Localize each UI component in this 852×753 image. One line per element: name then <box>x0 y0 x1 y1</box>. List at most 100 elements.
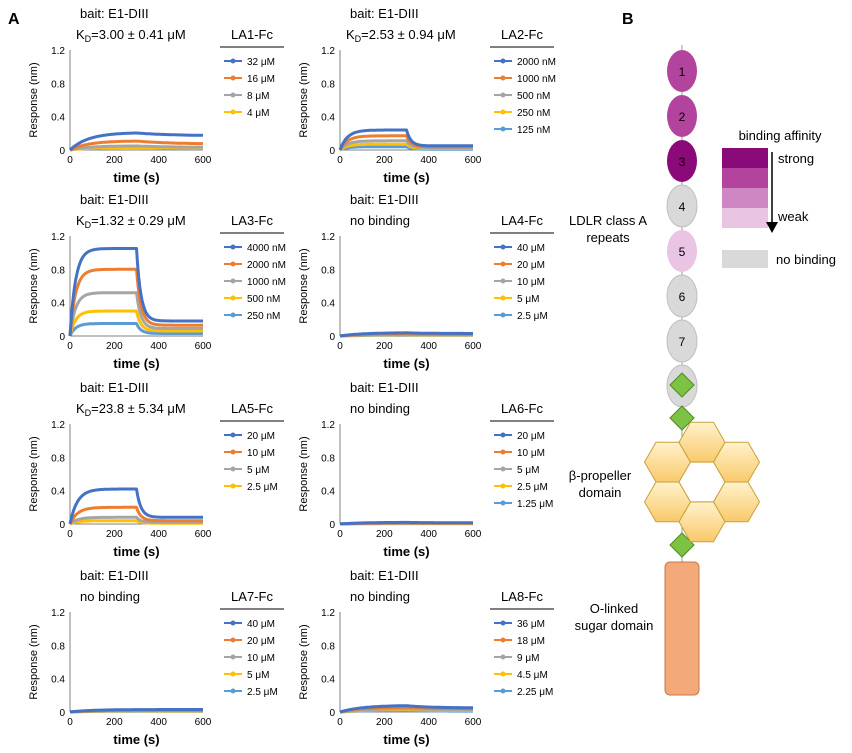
legend-swatch-marker <box>230 637 236 643</box>
legend-swatch-marker <box>230 466 236 472</box>
repeat-oval-5 <box>667 230 697 272</box>
kd-value: =23.8 ± 5.34 μM <box>91 401 186 416</box>
legend-title: LA7-Fc <box>231 589 273 604</box>
x-tick-label: 200 <box>106 717 123 728</box>
repeat-oval-3 <box>667 140 697 182</box>
series-line-1 <box>68 487 204 525</box>
legend-swatch-marker <box>230 109 236 115</box>
x-axis-title: time (s) <box>113 170 159 185</box>
affinity-swatch-medium <box>722 188 768 208</box>
y-tick-label: 0 <box>329 332 335 343</box>
legend-item-label: 1.25 μM <box>517 499 553 510</box>
propeller-label-line1: β-propeller <box>569 468 632 483</box>
legend-swatch-marker <box>230 449 236 455</box>
legend-item-label: 1000 nM <box>517 74 556 85</box>
kd-value: =2.53 ± 0.94 μM <box>361 27 456 42</box>
legend-item-label: 16 μM <box>247 74 275 85</box>
kd-value: =3.00 ± 0.41 μM <box>91 27 186 42</box>
series-group <box>338 128 474 152</box>
repeat-number: 1 <box>679 65 686 79</box>
legend-item-label: 40 μM <box>247 619 275 630</box>
legend-swatch-marker <box>500 637 506 643</box>
lrp-schematic: 12345678LDLR class Arepeatsβ-propellerdo… <box>569 45 836 696</box>
x-axis-title: time (s) <box>383 544 429 559</box>
legend-swatch-marker <box>500 92 506 98</box>
x-tick-label: 600 <box>465 155 482 166</box>
legend-swatch-marker <box>500 75 506 81</box>
legend-swatch-marker <box>500 126 506 132</box>
y-tick-label: 0.4 <box>51 675 65 686</box>
x-axis-title: time (s) <box>383 732 429 747</box>
chart-2: 0 0.4 0.8 1.2 0 200 400 600 time (s) Response (nm… <box>298 6 556 185</box>
chart-6: 0 0.4 0.8 1.2 0 200 400 600 time (s) Response (nm… <box>298 380 554 559</box>
x-tick-label: 0 <box>337 717 343 728</box>
chart-title: bait: E1-DIII <box>80 192 149 207</box>
x-axis-title: time (s) <box>383 170 429 185</box>
sugar-label-line1: O-linked <box>590 601 638 616</box>
affinity-weak-label: weak <box>777 209 809 224</box>
chart-title: bait: E1-DIII <box>350 192 419 207</box>
repeat-oval-4 <box>666 184 698 228</box>
chart-title: bait: E1-DIII <box>350 568 419 583</box>
legend-title: LA4-Fc <box>501 213 543 228</box>
y-tick-label: 0.4 <box>51 487 65 498</box>
legend-swatch-marker <box>500 483 506 489</box>
legend-item-label: 5 μM <box>247 465 269 476</box>
y-tick-label: 0 <box>329 146 335 157</box>
legend-title: LA2-Fc <box>501 27 543 42</box>
y-tick-label: 0 <box>59 146 65 157</box>
chart-title: bait: E1-DIII <box>80 380 149 395</box>
legend-item-label: 4000 nM <box>247 243 286 254</box>
repeat-number: 3 <box>679 155 686 169</box>
y-tick-label: 1.2 <box>321 420 335 431</box>
legend-item-label: 10 μM <box>517 277 545 288</box>
x-axis-title: time (s) <box>113 544 159 559</box>
affinity-strong-label: strong <box>778 151 814 166</box>
no-binding-note: no binding <box>350 213 410 228</box>
x-tick-label: 0 <box>337 155 343 166</box>
series-line-1 <box>339 704 474 714</box>
x-tick-label: 200 <box>376 529 393 540</box>
legend-swatch-marker <box>230 58 236 64</box>
x-tick-label: 400 <box>150 717 167 728</box>
repeat-number: 6 <box>679 290 686 304</box>
legend-item-label: 10 μM <box>517 448 545 459</box>
legend-swatch-marker <box>500 620 506 626</box>
x-tick-label: 400 <box>420 155 437 166</box>
series-line-1 <box>339 520 474 526</box>
x-tick-label: 600 <box>195 529 212 540</box>
series-line-3 <box>69 144 204 152</box>
kd-symbol: K <box>346 27 355 42</box>
y-tick-label: 0 <box>59 332 65 343</box>
legend-swatch-marker <box>500 500 506 506</box>
chart-3: 0 0.4 0.8 1.2 0 200 400 600 time (s) Response (nm… <box>28 192 286 371</box>
legend-swatch-marker <box>500 278 506 284</box>
series-group <box>339 331 474 338</box>
x-tick-label: 600 <box>465 717 482 728</box>
legend-item-label: 4 μM <box>247 108 269 119</box>
legend-swatch-marker <box>230 92 236 98</box>
legend-item-label: 2.5 μM <box>517 311 548 322</box>
legend-item-label: 9 μM <box>517 653 539 664</box>
affinity-swatch-strong <box>722 168 768 188</box>
y-tick-label: 1.2 <box>321 232 335 243</box>
legend-item-label: 4.5 μM <box>517 670 548 681</box>
y-axis-title: Response (nm) <box>28 624 40 699</box>
legend-item-label: 20 μM <box>247 636 275 647</box>
series-line-1 <box>339 331 474 338</box>
series-group <box>339 704 474 714</box>
x-axis-title: time (s) <box>113 356 159 371</box>
series-line-2 <box>68 505 204 525</box>
kd-annotation: KD=2.53 ± 0.94 μM <box>346 27 456 44</box>
y-axis-title: Response (nm) <box>28 436 40 511</box>
chart-5: 0 0.4 0.8 1.2 0 200 400 600 time (s) Response (nm… <box>28 380 284 559</box>
legend-swatch-marker <box>230 432 236 438</box>
legend-title: LA3-Fc <box>231 213 273 228</box>
legend-item-label: 250 nM <box>247 311 280 322</box>
legend-item-label: 1000 nM <box>247 277 286 288</box>
legend-item-label: 5 μM <box>517 465 539 476</box>
kd-subscript: D <box>85 408 92 418</box>
legend-item-label: 40 μM <box>517 243 545 254</box>
x-tick-label: 200 <box>376 341 393 352</box>
